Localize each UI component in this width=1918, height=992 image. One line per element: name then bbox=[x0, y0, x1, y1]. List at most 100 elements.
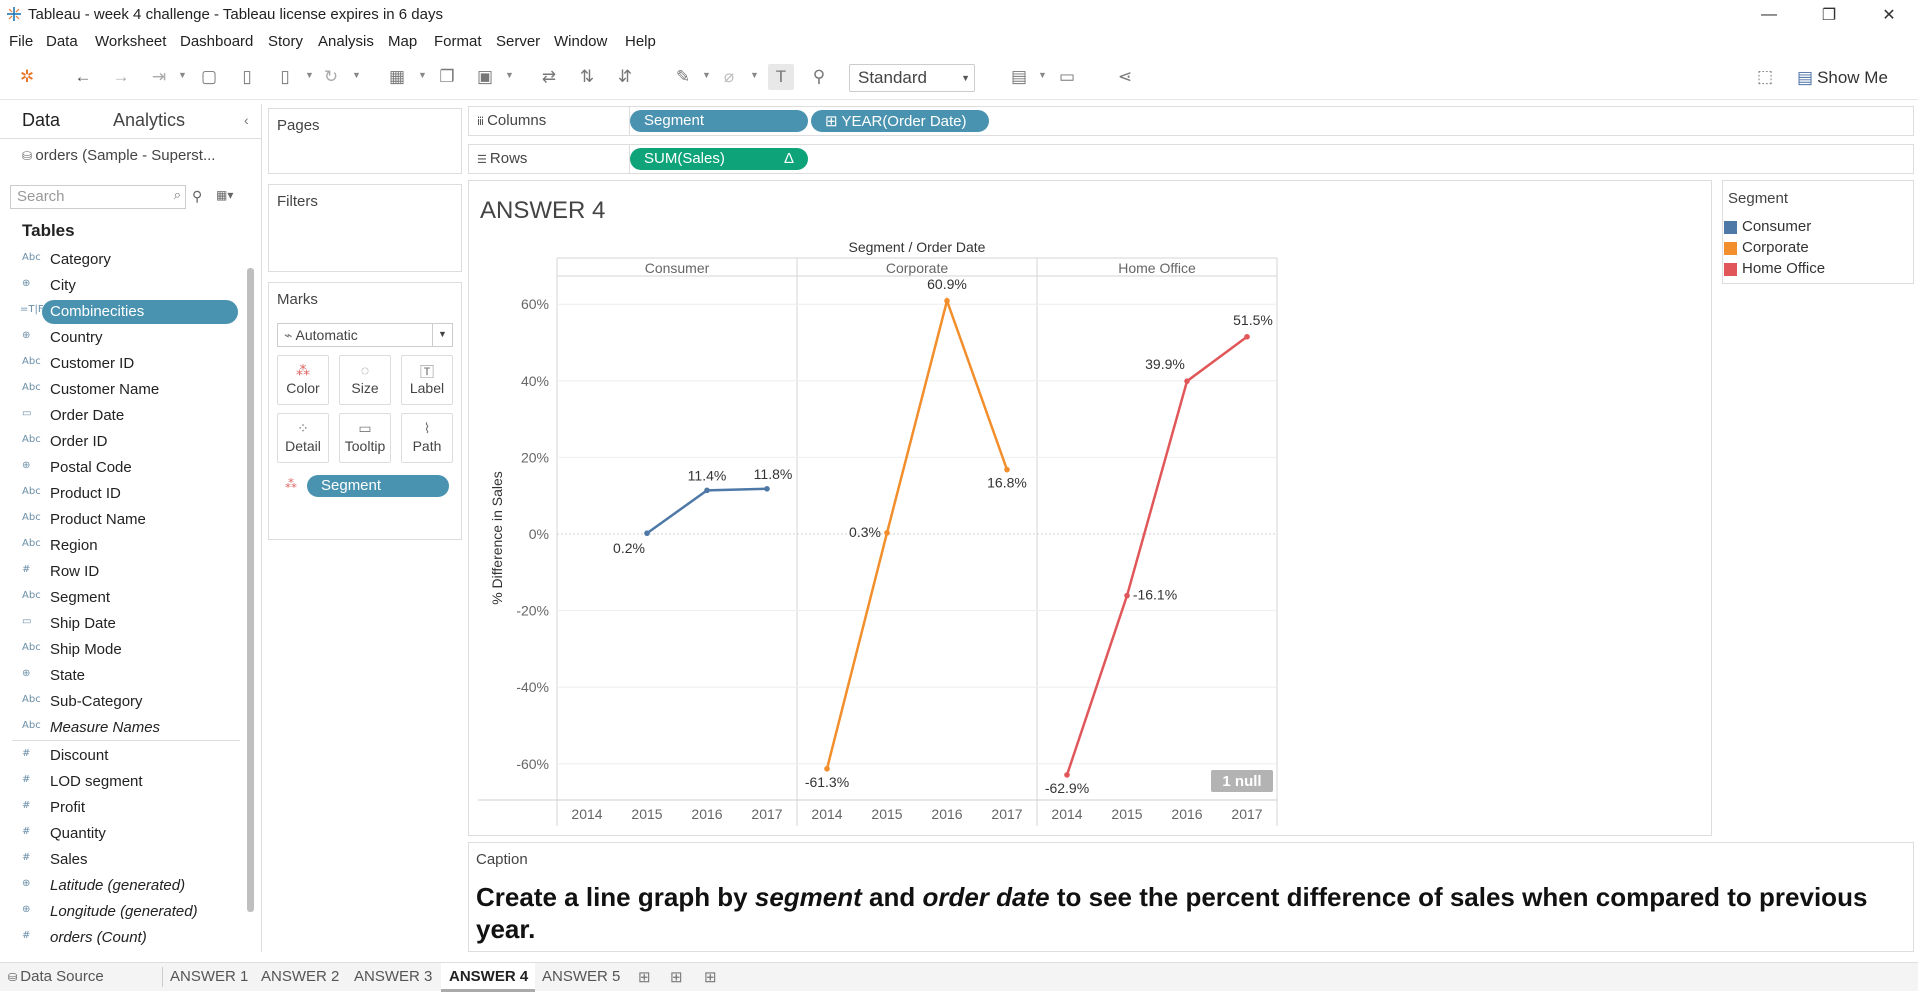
new-story-tab-icon[interactable]: ⊞ bbox=[704, 969, 717, 986]
menu-window[interactable]: Window bbox=[554, 33, 608, 50]
replay-caret-icon[interactable]: ▼ bbox=[178, 70, 187, 80]
duplicate-icon[interactable]: ❐ bbox=[439, 67, 455, 86]
field-lod-segment[interactable]: # LOD segment bbox=[0, 770, 245, 794]
field-row-id[interactable]: # Row ID bbox=[0, 560, 245, 584]
field-combinecities[interactable]: =T|F Combinecities bbox=[20, 300, 238, 324]
show-cards-icon[interactable]: ▤ bbox=[1010, 67, 1028, 86]
refresh-caret-icon[interactable]: ▼ bbox=[352, 70, 361, 80]
fit-select[interactable]: Standard ▼ bbox=[849, 64, 975, 92]
menu-dashboard[interactable]: Dashboard bbox=[180, 33, 254, 50]
tableau-home-icon[interactable]: ✲ bbox=[19, 67, 35, 86]
menu-analysis[interactable]: Analysis bbox=[318, 33, 374, 50]
replay-icon[interactable]: ⇥ bbox=[151, 67, 167, 86]
line-chart[interactable]: Segment / Order Date Consumer Corporate Hom… bbox=[468, 228, 1288, 828]
path-button[interactable]: ⌇ Path bbox=[401, 413, 453, 463]
clear-sheet-icon[interactable]: ▣ bbox=[476, 67, 494, 86]
field-state[interactable]: ⊕ State bbox=[0, 664, 245, 688]
datasource-name[interactable]: ⛁ orders (Sample - Superst... bbox=[22, 147, 215, 164]
menu-server[interactable]: Server bbox=[496, 33, 541, 50]
new-datasource-icon[interactable]: ▯ bbox=[242, 67, 252, 86]
field-sub-category[interactable]: Abc Sub-Category bbox=[0, 690, 245, 714]
new-worksheet-tab-icon[interactable]: ⊞ bbox=[638, 969, 651, 986]
rows-pill-sales[interactable]: SUM(Sales) Δ bbox=[630, 148, 808, 170]
close-button[interactable]: ✕ bbox=[1882, 7, 1896, 24]
detail-button[interactable]: ⁘ Detail bbox=[277, 413, 329, 463]
size-button[interactable]: ◌ Size bbox=[339, 355, 391, 405]
menu-format[interactable]: Format bbox=[434, 33, 482, 50]
restore-button[interactable]: ❐ bbox=[1821, 7, 1837, 24]
field-order-id[interactable]: Abc Order ID bbox=[0, 430, 245, 454]
share-icon[interactable]: ⋖ bbox=[1117, 67, 1133, 86]
filters-card[interactable]: Filters bbox=[268, 184, 462, 272]
columns-pill-year[interactable]: ⊞ YEAR(Order Date) bbox=[811, 110, 989, 132]
mark-type-select[interactable]: ⌁ Automatic ▼ bbox=[277, 323, 453, 347]
view-options-icon[interactable]: ▦▾ bbox=[216, 188, 234, 202]
menu-file[interactable]: File bbox=[9, 33, 34, 50]
new-worksheet-icon[interactable]: ▦ bbox=[388, 67, 406, 86]
new-worksheet-caret-icon[interactable]: ▼ bbox=[418, 70, 427, 80]
menu-story[interactable]: Story bbox=[268, 33, 304, 50]
search-input[interactable]: Search ⌕ bbox=[10, 185, 186, 209]
marks-card-icon[interactable]: ⬚ bbox=[1756, 67, 1774, 86]
filter-icon[interactable]: ⚲ bbox=[192, 188, 203, 204]
minimize-button[interactable]: — bbox=[1761, 6, 1777, 23]
columns-pill-segment[interactable]: Segment bbox=[630, 110, 808, 132]
swap-icon[interactable]: ⇄ bbox=[541, 67, 557, 86]
field-segment[interactable]: Abc Segment bbox=[0, 586, 245, 610]
field-ship-mode[interactable]: Abc Ship Mode bbox=[0, 638, 245, 662]
clear-caret-icon[interactable]: ▼ bbox=[505, 70, 514, 80]
sheet-tab-answer-1[interactable]: ANSWER 1 bbox=[170, 968, 249, 985]
field-latitude-generated[interactable]: ⊕ Latitude (generated) bbox=[0, 874, 245, 898]
field-orders-count[interactable]: # orders (Count) bbox=[0, 926, 245, 950]
field-category[interactable]: Abc Category bbox=[0, 248, 245, 272]
sheet-tab-answer-2[interactable]: ANSWER 2 bbox=[261, 968, 340, 985]
tab-analytics[interactable]: Analytics bbox=[113, 110, 186, 130]
field-profit[interactable]: # Profit bbox=[0, 796, 245, 820]
sheet-tab-answer-5[interactable]: ANSWER 5 bbox=[542, 968, 621, 985]
new-dashboard-tab-icon[interactable]: ⊞ bbox=[670, 969, 683, 986]
field-sales[interactable]: # Sales bbox=[0, 848, 245, 872]
tab-data[interactable]: Data bbox=[22, 110, 61, 130]
field-region[interactable]: Abc Region bbox=[0, 534, 245, 558]
field-order-date[interactable]: ▭ Order Date bbox=[0, 404, 245, 428]
undo-icon[interactable]: ← bbox=[74, 67, 92, 86]
collapse-pane-icon[interactable]: ‹ bbox=[244, 112, 249, 128]
menu-worksheet[interactable]: Worksheet bbox=[95, 33, 167, 50]
field-city[interactable]: ⊕ City bbox=[0, 274, 245, 298]
color-button[interactable]: ⁂ Color bbox=[277, 355, 329, 405]
menu-help[interactable]: Help bbox=[625, 33, 656, 50]
pages-card[interactable]: Pages bbox=[268, 108, 462, 174]
menu-data[interactable]: Data bbox=[46, 33, 78, 50]
field-longitude-generated[interactable]: ⊕ Longitude (generated) bbox=[0, 900, 245, 924]
group-icon[interactable]: ⌀ bbox=[723, 67, 735, 86]
data-pane-scrollbar[interactable] bbox=[247, 268, 254, 912]
sort-descending-icon[interactable]: ⇵ bbox=[617, 67, 633, 86]
show-me-button[interactable]: ▤ Show Me bbox=[1797, 68, 1888, 88]
sort-ascending-icon[interactable]: ⇅ bbox=[579, 67, 595, 86]
highlight-icon[interactable]: ✎ bbox=[675, 67, 691, 86]
cards-caret-icon[interactable]: ▼ bbox=[1038, 70, 1047, 80]
fix-axes-icon[interactable]: ⚲ bbox=[812, 67, 826, 86]
save-icon[interactable]: ▢ bbox=[200, 67, 218, 86]
field-product-id[interactable]: Abc Product ID bbox=[0, 482, 245, 506]
menu-map[interactable]: Map bbox=[388, 33, 418, 50]
caption-text[interactable]: Create a line graph by segment and order… bbox=[476, 881, 1896, 945]
field-product-name[interactable]: Abc Product Name bbox=[0, 508, 245, 532]
redo-icon[interactable]: → bbox=[112, 67, 130, 86]
field-ship-date[interactable]: ▭ Ship Date bbox=[0, 612, 245, 636]
refresh-icon[interactable]: ↻ bbox=[323, 67, 339, 86]
highlight-caret-icon[interactable]: ▼ bbox=[702, 70, 711, 80]
field-quantity[interactable]: # Quantity bbox=[0, 822, 245, 846]
data-source-tab[interactable]: ⛁ Data Source bbox=[8, 968, 104, 985]
field-postal-code[interactable]: ⊕ Postal Code bbox=[0, 456, 245, 480]
color-segment-pill[interactable]: Segment bbox=[307, 475, 449, 497]
tooltip-button[interactable]: ▭ Tooltip bbox=[339, 413, 391, 463]
field-discount[interactable]: # Discount bbox=[0, 744, 245, 768]
sheet-tab-answer-4[interactable]: ANSWER 4 bbox=[449, 968, 529, 985]
field-customer-name[interactable]: Abc Customer Name bbox=[0, 378, 245, 402]
label-button[interactable]: 🅃 Label bbox=[401, 355, 453, 405]
pause-caret-icon[interactable]: ▼ bbox=[305, 70, 314, 80]
presentation-icon[interactable]: ▭ bbox=[1058, 67, 1076, 86]
field-country[interactable]: ⊕ Country bbox=[0, 326, 245, 350]
sheet-tab-answer-3[interactable]: ANSWER 3 bbox=[354, 968, 433, 985]
